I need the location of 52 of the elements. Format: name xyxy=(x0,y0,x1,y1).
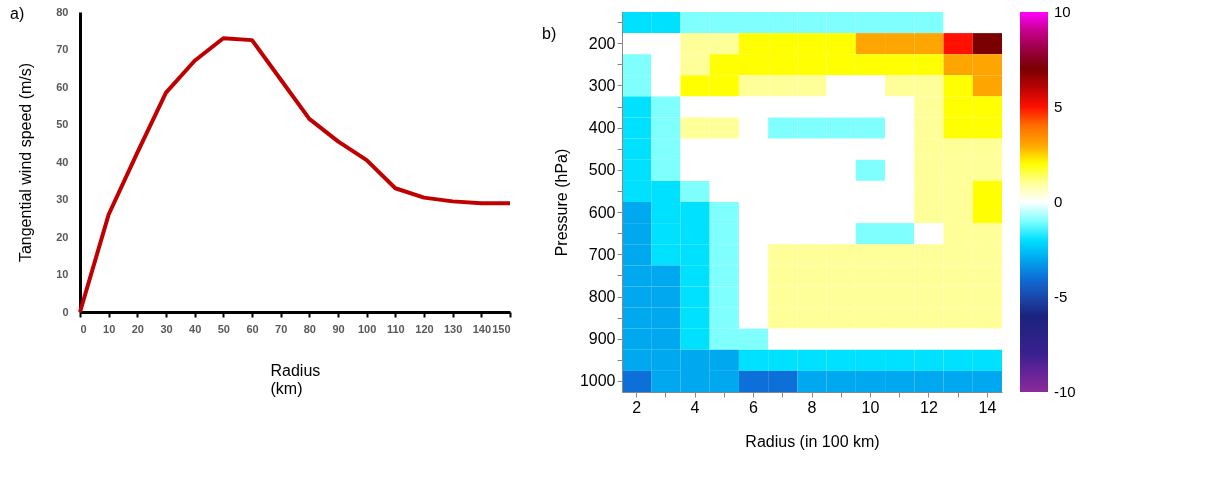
x-tick-label: 8 xyxy=(807,398,817,416)
y-tick-label: 500 xyxy=(588,161,616,179)
x-tick-label: 10 xyxy=(103,322,116,335)
y-tick-label: 1000 xyxy=(579,372,616,390)
x-tick-label: 120 xyxy=(415,322,434,335)
y-tick-label: 50 xyxy=(56,118,69,130)
text: b) xyxy=(542,25,557,42)
y-tick-label: 70 xyxy=(56,43,69,55)
y-tick-label: 700 xyxy=(588,245,616,263)
x-tick-label: 60 xyxy=(246,322,259,335)
x-tick-label: 20 xyxy=(131,322,144,335)
y-tick-label: 30 xyxy=(56,193,69,205)
color-bar-label: 5 xyxy=(1054,98,1063,115)
y-tick-label: 0 xyxy=(62,305,69,318)
y-axis-title: Tangential wind speed (m/s) xyxy=(17,62,35,263)
x-tick-label: 14 xyxy=(978,398,997,416)
x-tick-label: 110 xyxy=(386,322,405,335)
y-tick-label: 60 xyxy=(56,80,69,93)
y-tick-label: 900 xyxy=(588,330,616,348)
x-tick-label: 40 xyxy=(189,322,202,335)
y-tick-label: 10 xyxy=(56,268,69,280)
y-tick-label: 300 xyxy=(588,76,616,94)
x-tick-label: 90 xyxy=(332,322,345,335)
x-tick-label: 80 xyxy=(303,322,316,335)
y-tick-label: 800 xyxy=(588,288,616,305)
y-tick-label: 400 xyxy=(588,119,616,137)
x-axis-title: Radius (in 100 km) xyxy=(745,432,880,450)
color-bar-label: -5 xyxy=(1054,288,1068,305)
x-tick-label: 6 xyxy=(749,398,759,416)
y-tick-label: 200 xyxy=(588,34,616,52)
x-tick-label: 12 xyxy=(920,398,938,416)
x-tick-label: 30 xyxy=(160,322,173,335)
color-bar-label: 0 xyxy=(1054,193,1063,210)
x-axis-title: Radius (km) xyxy=(270,361,321,397)
color-bar-label: -10 xyxy=(1054,383,1076,400)
y-tick-label: 20 xyxy=(56,230,69,243)
x-tick-label: 4 xyxy=(690,398,700,416)
y-tick-label: 600 xyxy=(588,203,616,221)
x-tick-label: 70 xyxy=(275,322,288,335)
x-tick-label: 0 xyxy=(80,322,87,335)
x-tick-label: 50 xyxy=(217,322,230,335)
x-tick-label: 10 xyxy=(861,398,880,416)
x-tick-label: 140 xyxy=(472,322,492,335)
color-bar-label: 10 xyxy=(1054,3,1071,20)
y-tick-label: 80 xyxy=(56,5,69,18)
y-axis-title: Pressure (hPa) xyxy=(552,148,570,257)
text: a) xyxy=(10,5,25,22)
x-tick-label: 150 xyxy=(492,322,511,335)
x-tick-label: 100 xyxy=(357,322,377,335)
x-tick-label: 130 xyxy=(443,322,463,335)
x-tick-label: 2 xyxy=(632,398,642,416)
y-tick-label: 40 xyxy=(56,155,69,168)
